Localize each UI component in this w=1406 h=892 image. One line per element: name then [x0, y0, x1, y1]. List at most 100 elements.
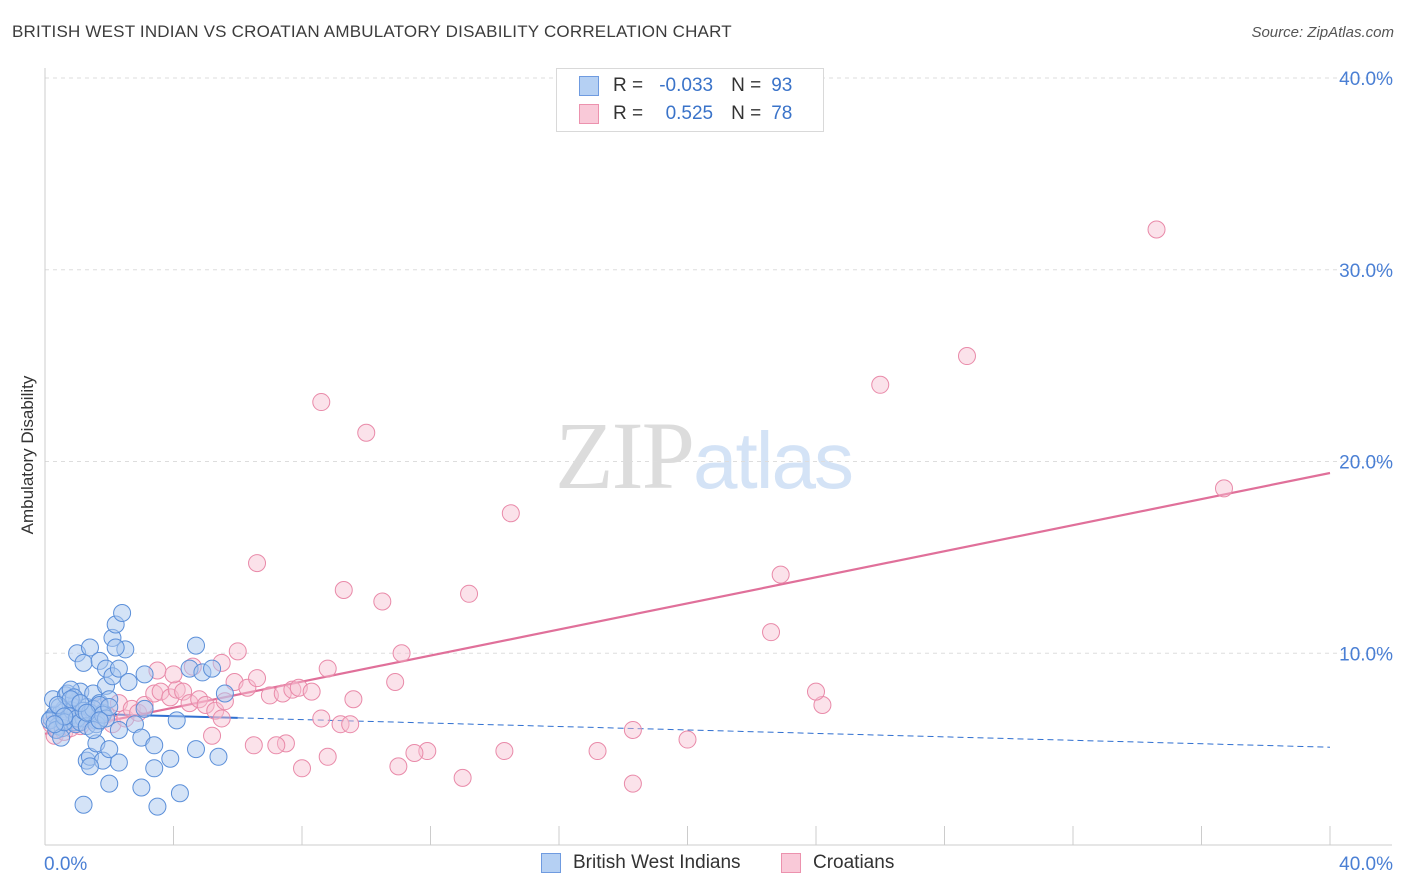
croatian-point: [386, 673, 405, 692]
axes: [44, 68, 1392, 846]
croatian-point: [405, 743, 424, 762]
legend-label: British West Indians: [573, 852, 741, 873]
y-tick-label: 40.0%: [1339, 69, 1393, 90]
blue-swatch: [541, 853, 561, 873]
croatian-point: [312, 709, 331, 728]
croatian-point: [334, 580, 353, 599]
x-tick-label: 0.0%: [44, 854, 87, 875]
croatian-point: [318, 659, 337, 678]
croatian-point: [357, 423, 376, 442]
british-west-indian-point: [186, 636, 205, 655]
croatian-point: [248, 554, 267, 573]
legend-label: Croatians: [813, 852, 895, 873]
croatian-point: [174, 682, 193, 701]
legend-row-blue: R = -0.033 N = 93: [579, 75, 792, 97]
croatian-point: [389, 757, 408, 776]
croatian-point: [678, 730, 697, 749]
croatian-point: [283, 680, 302, 699]
british-west-indian-point: [135, 665, 154, 684]
croatian-point: [373, 592, 392, 611]
british-west-indian-point: [74, 653, 93, 672]
r-label: R =: [613, 103, 644, 124]
british-west-indian-point: [145, 759, 164, 778]
y-tick-label: 20.0%: [1339, 453, 1393, 474]
croatian-point: [771, 565, 790, 584]
croatian-point: [623, 774, 642, 793]
pink-trend-line: [44, 471, 1331, 735]
croatian-point: [151, 682, 170, 701]
croatian-point: [273, 684, 292, 703]
data-points: [40, 220, 1233, 816]
croatian-point: [180, 694, 199, 713]
british-west-indian-point: [215, 684, 234, 703]
croatian-point: [238, 678, 257, 697]
legend-item-british-west-indians: British West Indians: [541, 852, 741, 874]
croatian-point: [1214, 479, 1233, 498]
croatian-point: [228, 642, 247, 661]
british-west-indian-point: [170, 784, 189, 803]
british-west-indian-point: [209, 747, 228, 766]
n-label: N =: [731, 75, 762, 96]
british-west-indian-point: [100, 774, 119, 793]
croatian-point: [318, 747, 337, 766]
croatian-point: [331, 715, 350, 734]
croatian-point: [344, 690, 363, 709]
croatian-point: [248, 669, 267, 688]
y-tick-label: 10.0%: [1339, 644, 1393, 665]
blue-swatch: [579, 76, 599, 96]
croatian-point: [460, 584, 479, 603]
croatian-point: [501, 504, 520, 523]
pink-swatch: [579, 104, 599, 124]
croatian-point: [244, 736, 263, 755]
n-value: 78: [771, 103, 793, 124]
legend-item-croatians: Croatians: [781, 852, 894, 874]
croatian-point: [312, 393, 331, 412]
british-west-indian-point: [109, 753, 128, 772]
croatian-point: [392, 644, 411, 663]
n-value: 93: [771, 75, 793, 96]
pink-swatch: [781, 853, 801, 873]
british-west-indian-point: [203, 659, 222, 678]
british-west-indian-point: [109, 720, 128, 739]
blue-trend-line-dashed: [237, 717, 1331, 748]
british-west-indian-point: [145, 736, 164, 755]
gridlines: [45, 77, 1392, 654]
croatian-point: [196, 696, 215, 715]
british-west-indian-point: [100, 740, 119, 759]
british-west-indian-point: [161, 749, 180, 768]
british-west-indian-point: [74, 795, 93, 814]
british-west-indian-point: [167, 711, 186, 730]
british-west-indian-point: [109, 659, 128, 678]
watermark: ZIPatlas: [555, 400, 854, 511]
trend-lines: [44, 471, 1331, 748]
legend-row-pink: R = 0.525 N = 78: [579, 103, 792, 125]
y-tick-label: 30.0%: [1339, 261, 1393, 282]
croatian-point: [1147, 220, 1166, 239]
croatian-point: [341, 715, 360, 734]
r-label: R =: [613, 75, 644, 96]
british-west-indian-point: [113, 603, 132, 622]
croatian-point: [267, 736, 286, 755]
croatian-point: [302, 682, 321, 701]
british-west-indian-point: [186, 740, 205, 759]
croatian-point: [495, 742, 514, 761]
british-west-indian-point: [80, 757, 99, 776]
croatian-point: [164, 665, 183, 684]
watermark-zip: ZIP: [555, 402, 695, 509]
croatian-point: [206, 701, 225, 720]
croatian-point: [167, 680, 186, 699]
croatian-point: [588, 742, 607, 761]
british-west-indian-point: [45, 715, 64, 734]
british-west-indian-point: [148, 797, 167, 816]
stats-legend: R = -0.033 N = 93 R = 0.525 N = 78: [556, 68, 824, 132]
croatian-point: [293, 759, 311, 778]
croatian-point: [623, 720, 642, 739]
croatian-point: [807, 682, 825, 701]
croatian-point: [212, 709, 231, 728]
british-west-indian-point: [80, 638, 99, 657]
chart-title: BRITISH WEST INDIAN VS CROATIAN AMBULATO…: [12, 22, 732, 41]
r-value: -0.033: [659, 75, 714, 96]
watermark-atlas: atlas: [693, 416, 854, 505]
n-label: N =: [731, 103, 762, 124]
